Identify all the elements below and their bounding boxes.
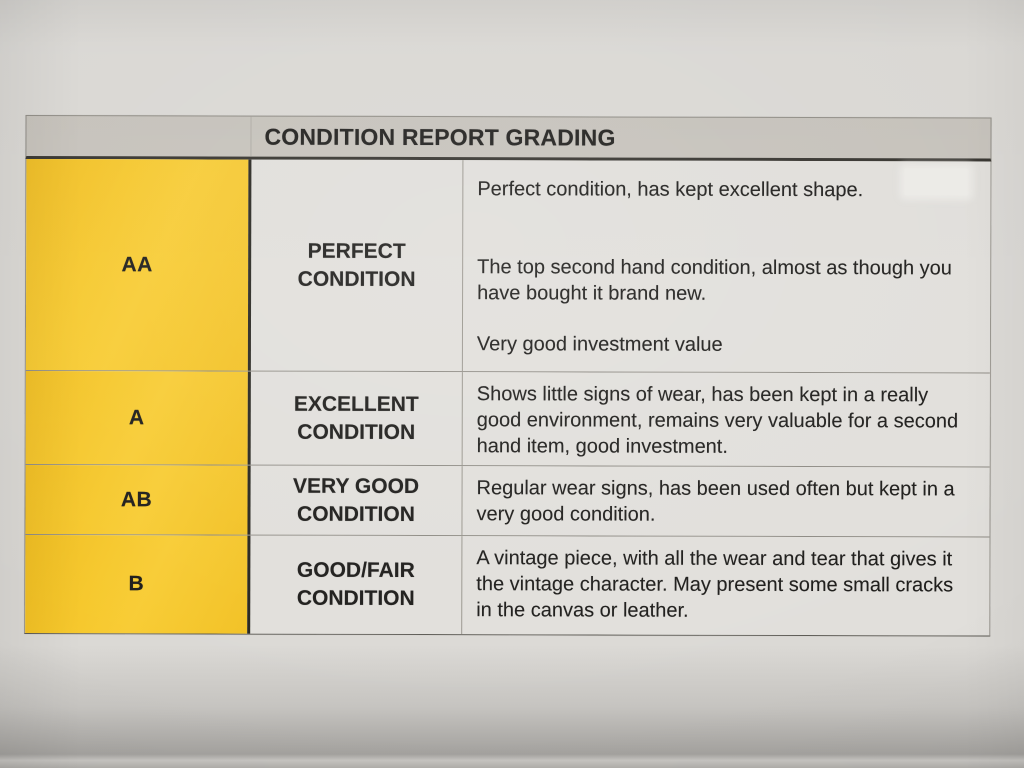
grade-label: B — [128, 572, 145, 596]
condition-label: VERY GOOD CONDITION — [293, 474, 420, 526]
description-cell: A vintage piece, with all the wear and t… — [462, 536, 989, 635]
condition-cell: EXCELLENT CONDITION — [250, 371, 463, 466]
description-cell: Regular wear signs, has been used often … — [462, 466, 989, 536]
grade-label: A — [128, 405, 145, 429]
description-cell: Perfect condition, has kept excellent sh… — [463, 160, 991, 372]
grading-table: CONDITION REPORT GRADING AA PERFECT COND… — [24, 114, 992, 637]
description-cell: Shows little signs of wear, has been kep… — [463, 372, 990, 466]
description-paragraph: A vintage piece, with all the wear and t… — [476, 547, 954, 622]
condition-label: EXCELLENT CONDITION — [293, 392, 419, 444]
description-paragraph: Perfect condition, has kept excellent sh… — [477, 178, 864, 202]
table-row-ab: AB VERY GOOD CONDITION Regular wear sign… — [25, 464, 990, 538]
grade-label: AB — [120, 487, 153, 511]
description-paragraph: Shows little signs of wear, has been kep… — [476, 383, 959, 458]
table-header-row: CONDITION REPORT GRADING — [25, 114, 992, 162]
condition-cell: GOOD/FAIR CONDITION — [250, 535, 463, 635]
header-corner-cell — [26, 115, 252, 157]
table-row-aa: AA PERFECT CONDITION Perfect condition, … — [25, 158, 991, 374]
description-paragraph: Very good investment value — [476, 333, 723, 356]
table-body: AA PERFECT CONDITION Perfect condition, … — [24, 158, 992, 637]
condition-label: GOOD/FAIR CONDITION — [296, 558, 415, 611]
description-paragraph: Regular wear signs, has been used often … — [476, 477, 955, 526]
table-title: CONDITION REPORT GRADING — [264, 123, 616, 151]
table-row-b: B GOOD/FAIR CONDITION A vintage piece, w… — [25, 534, 990, 636]
table-row-a: A EXCELLENT CONDITION Shows little signs… — [25, 370, 990, 468]
condition-cell: VERY GOOD CONDITION — [250, 465, 463, 536]
grade-cell: AB — [25, 464, 251, 535]
whiteout-patch — [904, 168, 969, 196]
grade-label: AA — [121, 252, 153, 276]
grade-cell: B — [25, 534, 251, 634]
grade-cell: A — [25, 370, 251, 465]
condition-cell: PERFECT CONDITION — [250, 159, 464, 372]
description-paragraph: The top second hand condition, almost as… — [477, 256, 952, 305]
condition-label: PERFECT CONDITION — [297, 239, 416, 291]
grade-cell: AA — [25, 158, 252, 371]
